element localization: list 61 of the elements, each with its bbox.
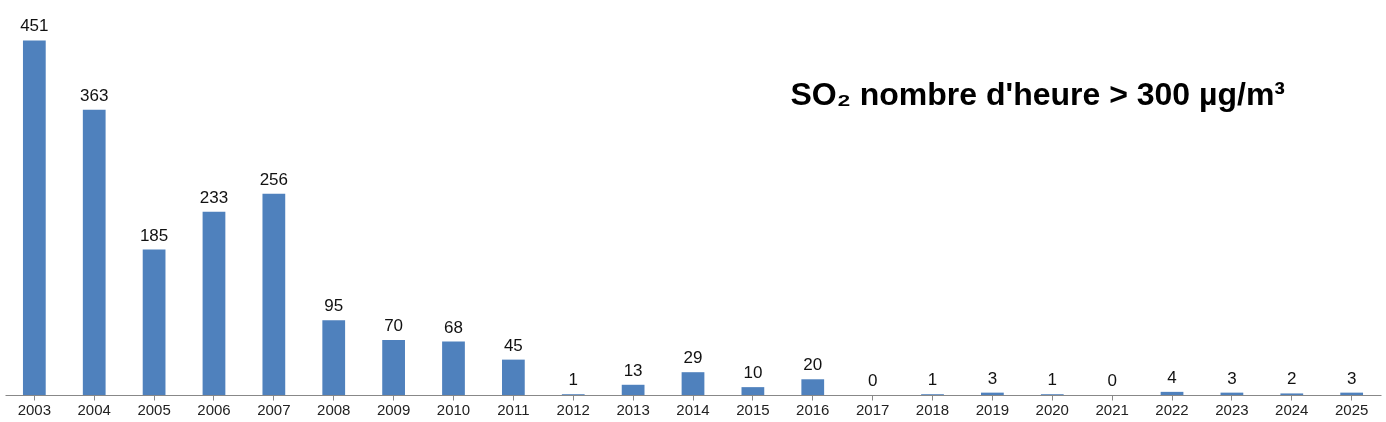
x-tick-label: 2020 — [1035, 400, 1069, 418]
x-tick-label: 2022 — [1155, 400, 1189, 418]
bar — [681, 372, 705, 395]
x-tick-label: 2023 — [1215, 400, 1249, 418]
data-label: 45 — [503, 335, 523, 355]
text: SO₂ nombre d'heure > 300 µg/m³ — [790, 76, 1285, 112]
x-tick-label: 2005 — [137, 400, 171, 418]
data-label: 3 — [1346, 368, 1357, 388]
data-label: 1 — [927, 370, 938, 390]
bar — [1160, 391, 1184, 395]
bar — [22, 40, 46, 395]
bar — [82, 109, 106, 395]
x-tick-label: 2003 — [17, 400, 52, 418]
x-tick-label: 2011 — [497, 400, 530, 418]
data-label: 3 — [987, 368, 998, 388]
data-label: 0 — [1107, 371, 1117, 390]
data-label: 233 — [199, 187, 229, 207]
x-tick-label: 2021 — [1095, 400, 1129, 418]
data-label: 68 — [444, 317, 463, 337]
data-label: 4 — [1167, 367, 1177, 387]
data-label: 1 — [1047, 370, 1057, 390]
x-tick-label: 2007 — [257, 400, 291, 418]
data-label: 1 — [568, 370, 578, 390]
data-label: 95 — [324, 296, 344, 316]
data-label: 70 — [384, 315, 404, 335]
x-tick-label: 2009 — [376, 400, 411, 418]
x-tick-label: 2019 — [975, 400, 1010, 418]
x-tick-label: 2012 — [556, 400, 590, 418]
bar — [202, 211, 226, 395]
x-tick-label: 2024 — [1275, 400, 1309, 418]
data-label: 256 — [259, 169, 289, 189]
x-tick-label: 2010 — [436, 400, 471, 418]
bar — [262, 193, 286, 395]
bar — [142, 249, 166, 395]
bar — [442, 341, 465, 395]
x-tick-label: 2025 — [1334, 400, 1369, 418]
data-label: 0 — [867, 371, 878, 390]
data-label: 3 — [1227, 368, 1237, 388]
bar — [741, 387, 765, 395]
x-tick-label: 2014 — [676, 400, 710, 418]
bar — [801, 379, 825, 395]
data-label: 29 — [683, 348, 703, 368]
bar — [501, 359, 525, 395]
x-tick-label: 2004 — [77, 400, 111, 418]
x-tick-label: 2016 — [796, 400, 830, 418]
data-label: 13 — [623, 360, 643, 380]
data-label: 363 — [80, 85, 109, 105]
x-tick-label: 2017 — [855, 400, 890, 418]
x-tick-label: 2013 — [616, 400, 650, 418]
data-label: 185 — [139, 225, 169, 245]
data-label: 451 — [20, 16, 49, 36]
data-label: 2 — [1287, 369, 1297, 389]
x-tick-label: 2015 — [736, 400, 770, 418]
data-label: 20 — [803, 355, 823, 375]
x-tick-label: 2008 — [317, 400, 351, 418]
bar — [621, 384, 645, 395]
bar — [322, 320, 346, 395]
x-tick-label: 2006 — [197, 400, 231, 418]
bar — [382, 339, 405, 395]
x-tick-label: 2018 — [915, 400, 950, 418]
data-label: 10 — [743, 363, 763, 383]
